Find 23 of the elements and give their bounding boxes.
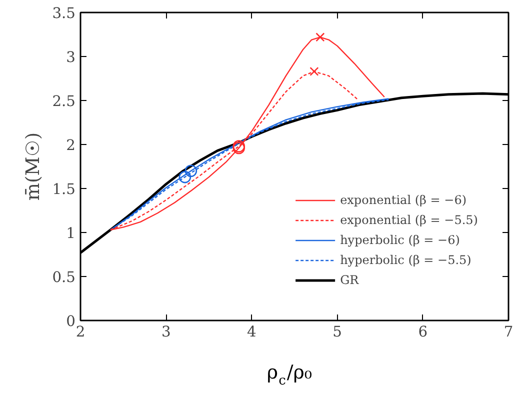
x-tick-label: 7 (504, 324, 514, 340)
y-tick-label: 0.5 (52, 269, 76, 286)
point (178, 170, 192, 184)
x-tick-label: 6 (418, 324, 428, 340)
x-tick-label: 5 (332, 324, 342, 340)
legend-label: hyperbolic (β = −5.5) (340, 253, 472, 267)
y-tick-label: 0 (66, 313, 76, 330)
point (184, 164, 198, 178)
y-tick-label: 3.5 (52, 5, 76, 22)
point (310, 66, 319, 76)
x-tick-label: 3 (161, 324, 171, 340)
y-tick-label: 2.5 (52, 93, 76, 110)
legend-label: exponential (β = −6) (340, 193, 467, 207)
legend-label: hyperbolic (β = −6) (340, 233, 460, 247)
legend-label: exponential (β = −5.5) (340, 213, 478, 227)
x-tick-label: 4 (247, 324, 256, 340)
y-tick-label: 1.5 (52, 181, 76, 198)
y-tick-label: 3 (66, 49, 76, 66)
point (316, 32, 325, 42)
legend-label: GR (340, 273, 360, 287)
y-axis-title: m̄(M☉) (23, 132, 44, 201)
y-tick-label: 1 (66, 225, 76, 242)
y-tick-label: 2 (66, 137, 76, 154)
